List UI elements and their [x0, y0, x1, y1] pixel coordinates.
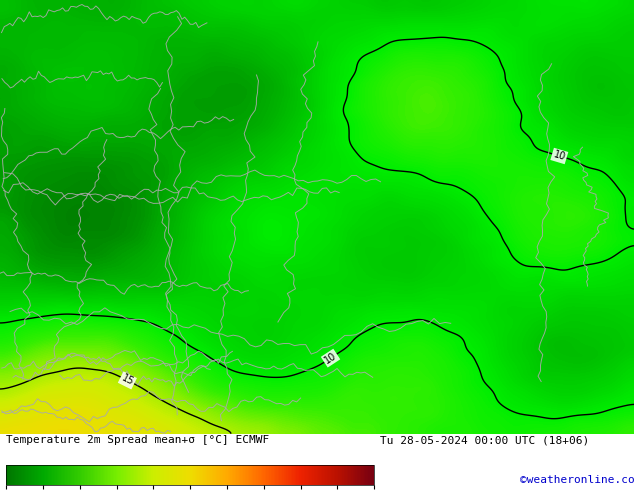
Text: 10: 10 — [323, 350, 339, 366]
Text: 15: 15 — [120, 373, 135, 388]
Text: Tu 28-05-2024 00:00 UTC (18+06): Tu 28-05-2024 00:00 UTC (18+06) — [380, 435, 590, 445]
Text: ©weatheronline.co.uk: ©weatheronline.co.uk — [520, 475, 634, 485]
Text: 10: 10 — [552, 149, 567, 163]
Text: Temperature 2m Spread mean+σ [°C] ECMWF: Temperature 2m Spread mean+σ [°C] ECMWF — [6, 435, 269, 445]
